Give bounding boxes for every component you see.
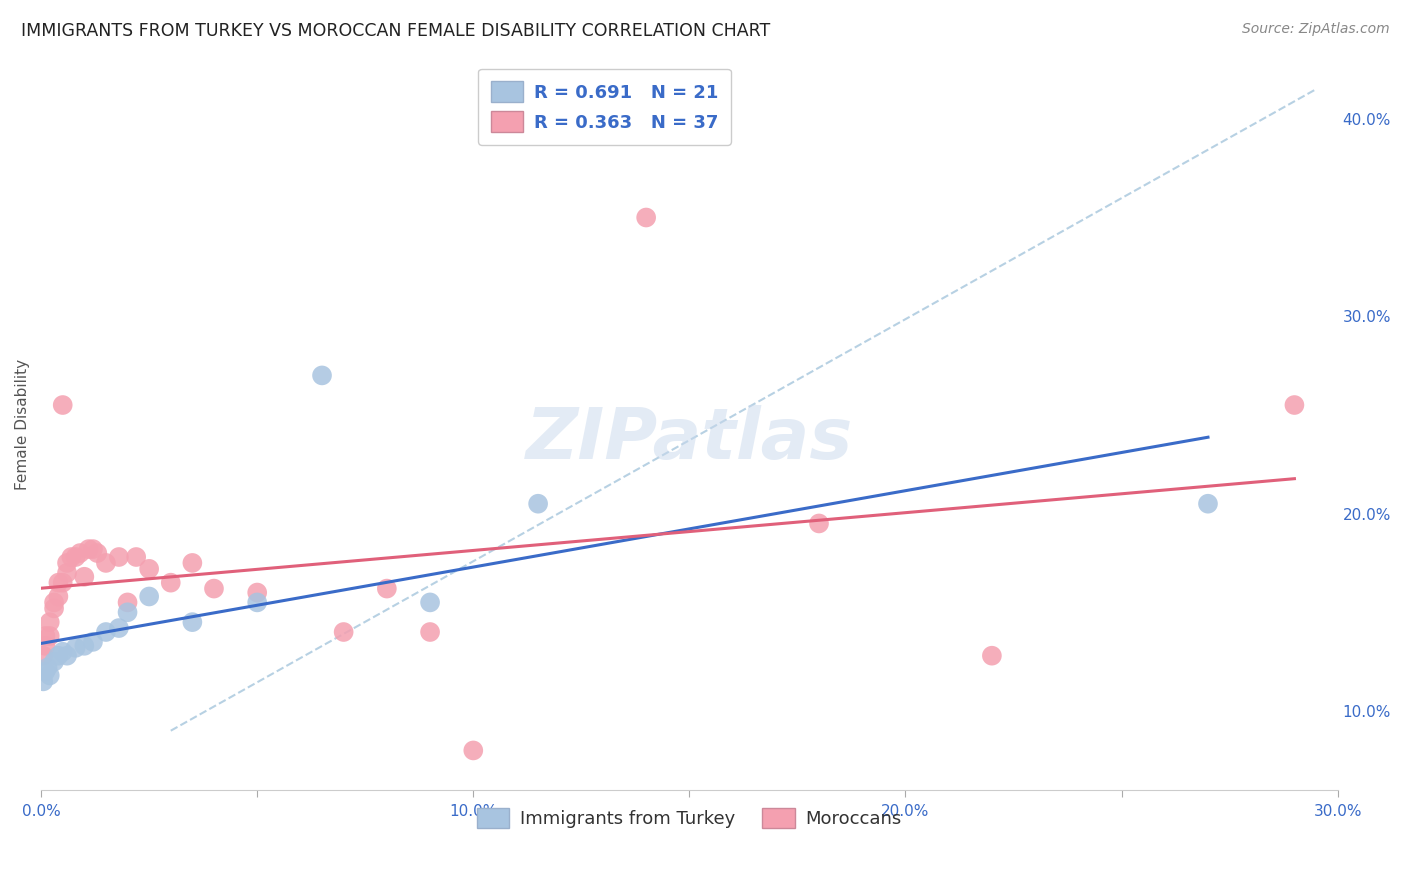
- Point: [56, 648, 79, 663]
- Text: ZIPatlas: ZIPatlas: [526, 405, 853, 474]
- Point: [77, 542, 100, 557]
- Point: [311, 368, 333, 383]
- Legend: Immigrants from Turkey, Moroccans: Immigrants from Turkey, Moroccans: [470, 800, 910, 836]
- Point: [181, 556, 204, 570]
- Point: [108, 549, 131, 564]
- Point: [980, 648, 1002, 663]
- Text: Source: ZipAtlas.com: Source: ZipAtlas.com: [1241, 22, 1389, 37]
- Point: [56, 556, 79, 570]
- Point: [32, 648, 55, 663]
- Point: [808, 516, 831, 531]
- Point: [34, 665, 56, 679]
- Point: [86, 546, 108, 560]
- Point: [159, 575, 181, 590]
- Point: [48, 590, 70, 604]
- Point: [94, 625, 117, 640]
- Point: [332, 625, 354, 640]
- Point: [52, 398, 75, 412]
- Point: [38, 668, 60, 682]
- Point: [73, 639, 96, 653]
- Point: [38, 615, 60, 629]
- Point: [60, 549, 83, 564]
- Text: IMMIGRANTS FROM TURKEY VS MOROCCAN FEMALE DISABILITY CORRELATION CHART: IMMIGRANTS FROM TURKEY VS MOROCCAN FEMAL…: [21, 22, 770, 40]
- Point: [138, 562, 160, 576]
- Point: [69, 546, 91, 560]
- Point: [1197, 497, 1219, 511]
- Point: [117, 605, 139, 619]
- Point: [42, 595, 65, 609]
- Point: [34, 629, 56, 643]
- Point: [202, 582, 225, 596]
- Point: [48, 575, 70, 590]
- Point: [48, 648, 70, 663]
- Point: [34, 639, 56, 653]
- Point: [37, 660, 59, 674]
- Point: [56, 566, 79, 580]
- Point: [82, 542, 104, 557]
- Point: [42, 655, 65, 669]
- Point: [117, 595, 139, 609]
- Y-axis label: Female Disability: Female Disability: [15, 359, 30, 491]
- Point: [463, 743, 485, 757]
- Point: [82, 635, 104, 649]
- Point: [419, 625, 441, 640]
- Point: [65, 549, 87, 564]
- Point: [636, 211, 658, 225]
- Point: [32, 674, 55, 689]
- Point: [94, 556, 117, 570]
- Point: [419, 595, 441, 609]
- Point: [527, 497, 550, 511]
- Point: [65, 640, 87, 655]
- Point: [73, 570, 96, 584]
- Point: [246, 595, 269, 609]
- Point: [1284, 398, 1306, 412]
- Point: [246, 585, 269, 599]
- Point: [52, 645, 75, 659]
- Point: [138, 590, 160, 604]
- Point: [181, 615, 204, 629]
- Point: [108, 621, 131, 635]
- Point: [42, 601, 65, 615]
- Point: [38, 629, 60, 643]
- Point: [125, 549, 148, 564]
- Point: [375, 582, 398, 596]
- Point: [52, 575, 75, 590]
